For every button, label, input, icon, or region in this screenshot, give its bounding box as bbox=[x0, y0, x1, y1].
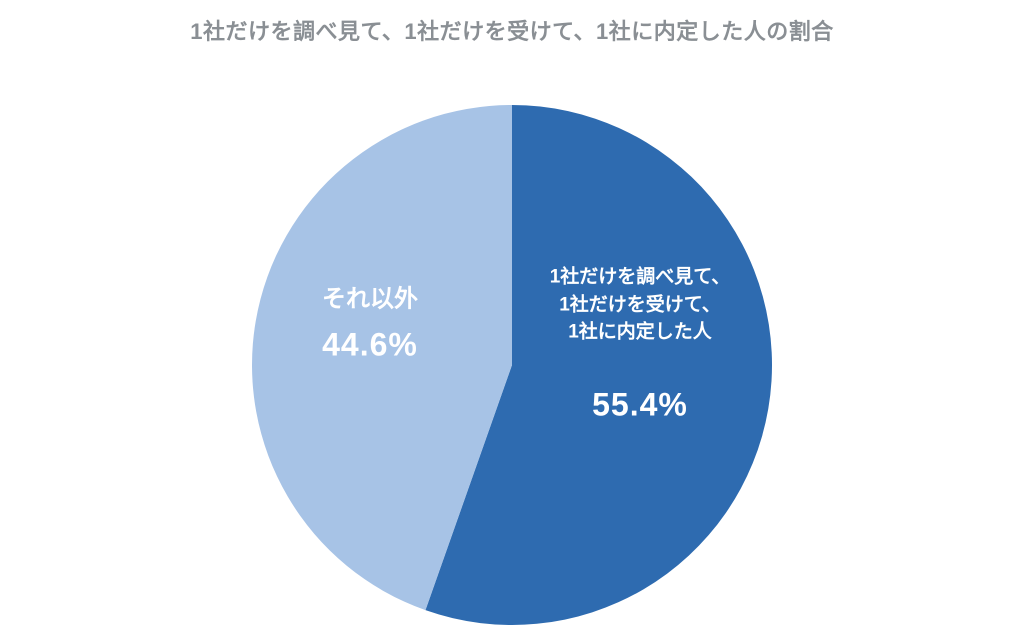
chart-title: 1社だけを調べ見て、1社だけを受けて、1社に内定した人の割合 bbox=[0, 14, 1024, 46]
chart-container: 1社だけを調べ見て、1社だけを受けて、1社に内定した人の割合 1社だけを調べ見て… bbox=[0, 0, 1024, 642]
slice-label-one-company: 1社だけを調べ見て、1社だけを受けて、1社に内定した人 bbox=[550, 264, 731, 347]
slice-percent-other: 44.6% bbox=[322, 327, 418, 364]
pie-chart bbox=[252, 105, 772, 625]
slice-label-other: それ以外 bbox=[322, 283, 418, 318]
slice-percent-one-company: 55.4% bbox=[592, 387, 688, 424]
